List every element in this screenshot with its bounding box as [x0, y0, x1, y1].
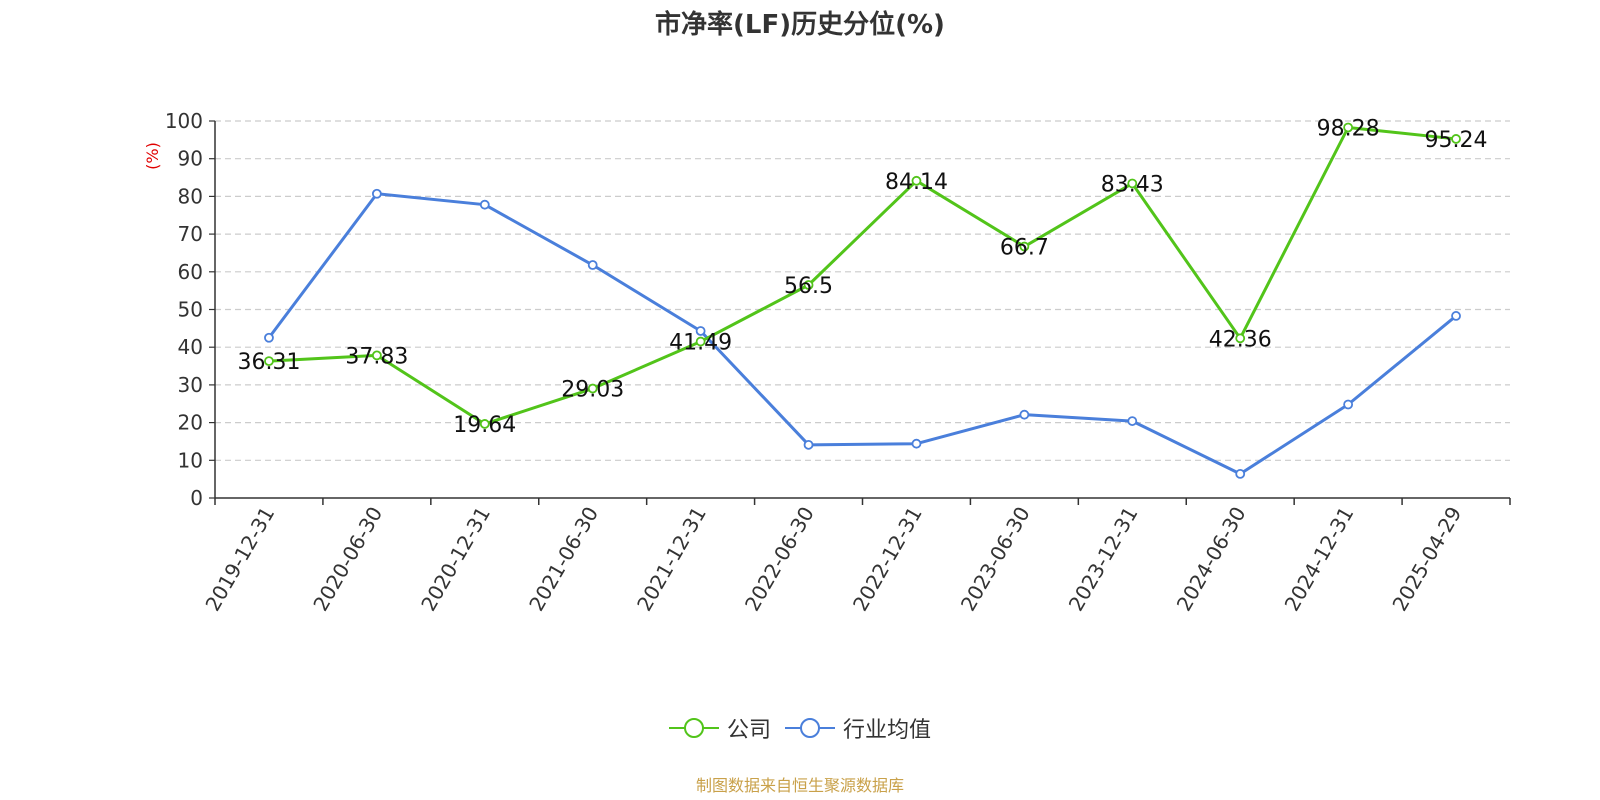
y-tick-label: 60 [178, 260, 203, 284]
data-point-1[interactable] [479, 199, 490, 210]
data-point-1[interactable] [264, 332, 274, 343]
data-point-0[interactable] [264, 356, 274, 367]
data-label: 84.14 [885, 170, 948, 195]
data-label: 56.5 [784, 274, 833, 299]
data-label: 29.03 [561, 378, 624, 403]
y-tick-label: 70 [178, 222, 203, 246]
y-tick-label: 50 [178, 298, 203, 322]
legend: 公司 行业均值 [0, 712, 1600, 744]
data-point-1[interactable] [371, 188, 382, 199]
y-tick-label: 80 [178, 184, 203, 208]
x-tick-label: 2023-06-30 [956, 503, 1035, 616]
legend-label-company: 公司 [726, 718, 771, 743]
data-label: 42.36 [1209, 327, 1272, 352]
y-tick-label: 100 [165, 109, 203, 133]
data-point-1[interactable] [803, 439, 814, 450]
data-label: 66.7 [1000, 236, 1049, 261]
legend-item-company[interactable]: 公司 [668, 712, 771, 744]
data-label: 41.49 [669, 331, 732, 356]
data-point-1[interactable] [1451, 311, 1461, 321]
x-tick-label: 2020-12-31 [416, 502, 495, 615]
y-tick-label: 90 [178, 147, 203, 171]
data-point-0[interactable] [1235, 333, 1246, 344]
series-line-0 [268, 125, 1457, 426]
data-label: 83.43 [1101, 172, 1164, 197]
data-label: 36.31 [237, 350, 300, 375]
data-point-1[interactable] [695, 326, 706, 336]
y-tick-label: 0 [190, 486, 203, 510]
data-point-0[interactable] [587, 383, 598, 394]
data-point-0[interactable] [1019, 241, 1030, 252]
data-point-1[interactable] [1235, 468, 1246, 479]
y-tick-label: 40 [178, 335, 203, 359]
x-tick-label: 2024-12-31 [1280, 503, 1359, 616]
data-point-0[interactable] [1343, 122, 1354, 133]
x-tick-label: 2021-12-31 [632, 503, 711, 616]
series-layer [264, 122, 1461, 479]
legend-marker-company [668, 718, 719, 738]
x-tick-label: 2021-06-30 [524, 503, 603, 616]
line-chart: 0 10 20 30 40 50 60 70 80 90 100 2019-12-31 2020-06-… [143, 109, 1511, 616]
grid-lines [215, 120, 1510, 461]
x-tick-label: 2019-12-31 [200, 503, 279, 616]
data-label: 95.24 [1425, 128, 1488, 153]
x-tick-label: 2023-12-31 [1064, 503, 1143, 616]
data-point-0[interactable] [911, 175, 922, 186]
series-line-1 [267, 192, 1457, 476]
data-source-note: 制图数据来自恒生聚源数据库 [695, 776, 904, 795]
y-tick-label: 10 [178, 448, 203, 472]
data-point-0[interactable] [1127, 178, 1138, 189]
legend-marker-industry-average [785, 718, 835, 738]
legend-item-industry-average[interactable]: 行业均值 [785, 712, 931, 744]
data-point-0[interactable] [803, 280, 814, 290]
x-tick-label: 2022-06-30 [740, 503, 819, 616]
data-point-1[interactable] [1127, 416, 1138, 426]
data-point-0[interactable] [695, 336, 706, 347]
data-label: 19.64 [453, 413, 516, 438]
data-labels: 36.31 37.83 19.64 29.03 41.49 56.5 84.14 66.7 83… [237, 116, 1487, 437]
x-tick-label: 2025-04-29 [1387, 503, 1466, 616]
chart-title: 市净率(LF)历史分位(%) [655, 10, 945, 40]
data-point-0[interactable] [479, 419, 490, 429]
x-tick-label: 2022-12-31 [848, 502, 927, 615]
data-point-1[interactable] [587, 260, 598, 270]
legend-label-industry-average: 行业均值 [843, 718, 932, 743]
y-axis-unit-label: (%) [143, 142, 162, 170]
x-tick-label: 2024-06-30 [1172, 503, 1251, 616]
data-label: 98.28 [1317, 116, 1380, 141]
data-point-0[interactable] [371, 350, 382, 361]
y-tick-label: 20 [178, 411, 203, 435]
data-point-1[interactable] [911, 438, 922, 449]
y-tick-label: 30 [178, 373, 203, 397]
data-label: 37.83 [345, 344, 408, 369]
x-tick-label: 2020-06-30 [308, 503, 387, 616]
data-point-1[interactable] [1343, 399, 1354, 410]
data-point-1[interactable] [1019, 409, 1030, 420]
data-point-0[interactable] [1451, 134, 1461, 144]
